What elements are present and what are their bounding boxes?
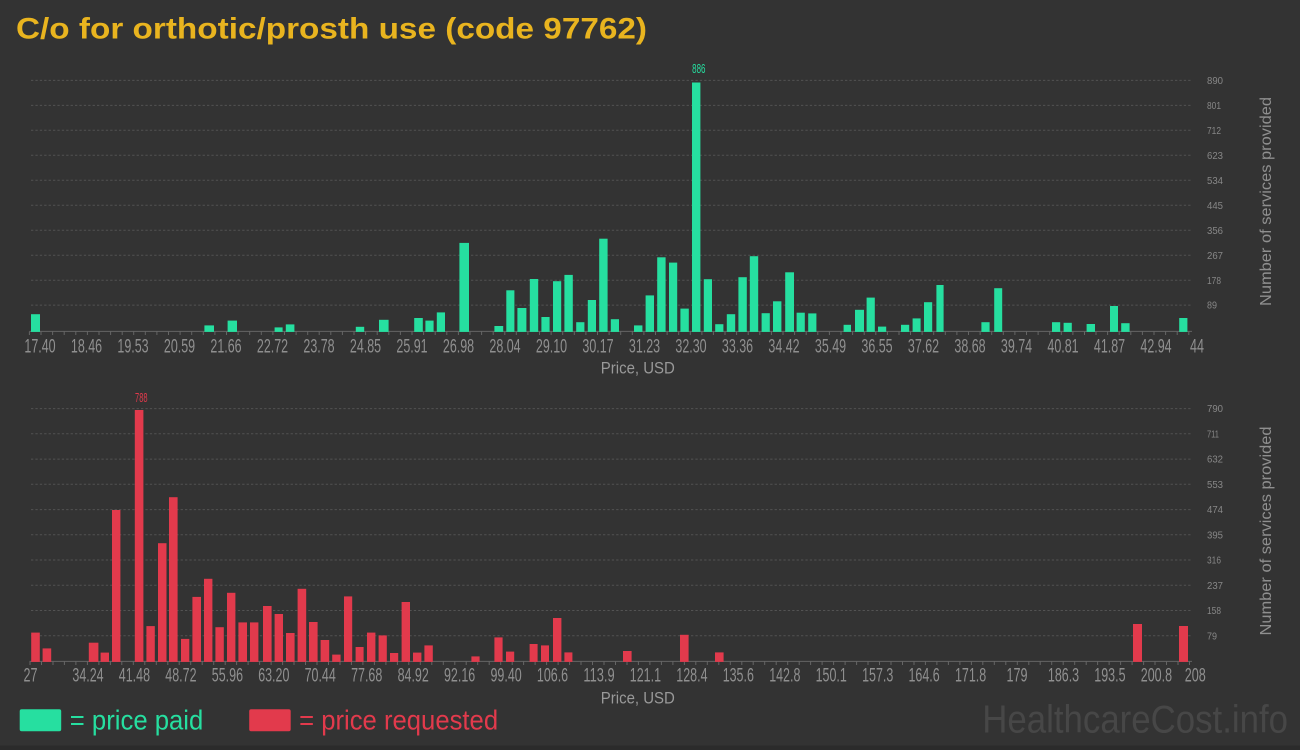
svg-text:32.30: 32.30 <box>675 337 706 358</box>
svg-text:157.3: 157.3 <box>862 666 893 687</box>
svg-text:C/o for orthotic/prosth use (c: C/o for orthotic/prosth use (code 97762) <box>16 13 647 46</box>
svg-text:Price, USD: Price, USD <box>601 358 675 377</box>
svg-text:113.9: 113.9 <box>583 666 614 687</box>
svg-text:92.16: 92.16 <box>444 666 475 687</box>
svg-text:HealthcareCost.info: HealthcareCost.info <box>982 699 1288 742</box>
svg-text:40.81: 40.81 <box>1047 337 1078 358</box>
svg-text:142.8: 142.8 <box>769 666 800 687</box>
svg-text:534: 534 <box>1207 176 1223 187</box>
svg-text:474: 474 <box>1207 505 1223 516</box>
svg-text:23.78: 23.78 <box>303 337 334 358</box>
svg-text:34.42: 34.42 <box>768 337 799 358</box>
svg-text:632: 632 <box>1207 455 1223 466</box>
svg-text:42.94: 42.94 <box>1140 337 1171 358</box>
svg-text:356: 356 <box>1207 226 1223 237</box>
svg-text:890: 890 <box>1207 76 1223 87</box>
svg-text:445: 445 <box>1207 201 1223 212</box>
svg-text:36.55: 36.55 <box>861 337 892 358</box>
svg-text:41.48: 41.48 <box>119 666 150 687</box>
svg-text:186.3: 186.3 <box>1048 666 1079 687</box>
svg-text:788: 788 <box>135 390 148 405</box>
svg-text:Number of services provided: Number of services provided <box>1258 97 1275 306</box>
svg-text:106.6: 106.6 <box>537 666 568 687</box>
svg-text:208: 208 <box>1185 666 1206 687</box>
svg-text:25.91: 25.91 <box>396 337 427 358</box>
svg-text:28.04: 28.04 <box>489 337 520 358</box>
svg-text:22.72: 22.72 <box>257 337 288 358</box>
svg-text:712: 712 <box>1207 126 1221 137</box>
svg-text:29.10: 29.10 <box>536 337 567 358</box>
svg-text:886: 886 <box>692 61 705 76</box>
svg-text:30.17: 30.17 <box>582 337 613 358</box>
svg-text:34.24: 34.24 <box>72 666 103 687</box>
svg-text:801: 801 <box>1207 101 1221 112</box>
svg-text:553: 553 <box>1207 480 1223 491</box>
svg-text:77.68: 77.68 <box>351 666 382 687</box>
svg-text:26.98: 26.98 <box>443 337 474 358</box>
svg-text:33.36: 33.36 <box>722 337 753 358</box>
svg-text:63.20: 63.20 <box>258 666 289 687</box>
svg-text:37.62: 37.62 <box>908 337 939 358</box>
svg-text:19.53: 19.53 <box>117 337 148 358</box>
svg-text:41.87: 41.87 <box>1094 337 1125 358</box>
svg-text:99.40: 99.40 <box>491 666 522 687</box>
svg-text:267: 267 <box>1207 251 1223 262</box>
svg-text:200.8: 200.8 <box>1141 666 1172 687</box>
svg-text:89: 89 <box>1207 301 1217 312</box>
svg-text:164.6: 164.6 <box>909 666 940 687</box>
svg-text:35.49: 35.49 <box>815 337 846 358</box>
svg-text:48.72: 48.72 <box>165 666 196 687</box>
svg-text:27: 27 <box>24 666 38 687</box>
svg-text:395: 395 <box>1207 530 1223 541</box>
svg-text:17.40: 17.40 <box>24 337 55 358</box>
svg-text:38.68: 38.68 <box>954 337 985 358</box>
svg-text:135.6: 135.6 <box>723 666 754 687</box>
svg-text:158: 158 <box>1207 606 1221 617</box>
svg-text:24.85: 24.85 <box>350 337 381 358</box>
svg-text:20.59: 20.59 <box>164 337 195 358</box>
svg-text:44: 44 <box>1190 337 1204 358</box>
svg-text:21.66: 21.66 <box>210 337 241 358</box>
svg-text:= price requested: = price requested <box>299 705 498 736</box>
svg-text:150.1: 150.1 <box>816 666 847 687</box>
svg-text:623: 623 <box>1207 151 1223 162</box>
svg-text:Price, USD: Price, USD <box>601 689 675 708</box>
svg-text:84.92: 84.92 <box>398 666 429 687</box>
svg-text:39.74: 39.74 <box>1001 337 1032 358</box>
svg-text:18.46: 18.46 <box>71 337 102 358</box>
svg-text:55.96: 55.96 <box>212 666 243 687</box>
svg-text:128.4: 128.4 <box>676 666 707 687</box>
svg-text:171.8: 171.8 <box>955 666 986 687</box>
svg-text:193.5: 193.5 <box>1094 666 1125 687</box>
svg-text:79: 79 <box>1207 631 1217 642</box>
svg-text:121.1: 121.1 <box>630 666 661 687</box>
svg-text:179: 179 <box>1007 666 1028 687</box>
svg-text:70.44: 70.44 <box>305 666 336 687</box>
svg-text:Number of services provided: Number of services provided <box>1258 427 1275 636</box>
svg-text:237: 237 <box>1207 581 1223 592</box>
svg-text:711: 711 <box>1207 429 1219 440</box>
svg-text:316: 316 <box>1207 556 1221 567</box>
svg-text:= price paid: = price paid <box>70 705 204 736</box>
svg-text:790: 790 <box>1207 404 1223 415</box>
svg-text:178: 178 <box>1207 276 1221 287</box>
svg-text:31.23: 31.23 <box>629 337 660 358</box>
